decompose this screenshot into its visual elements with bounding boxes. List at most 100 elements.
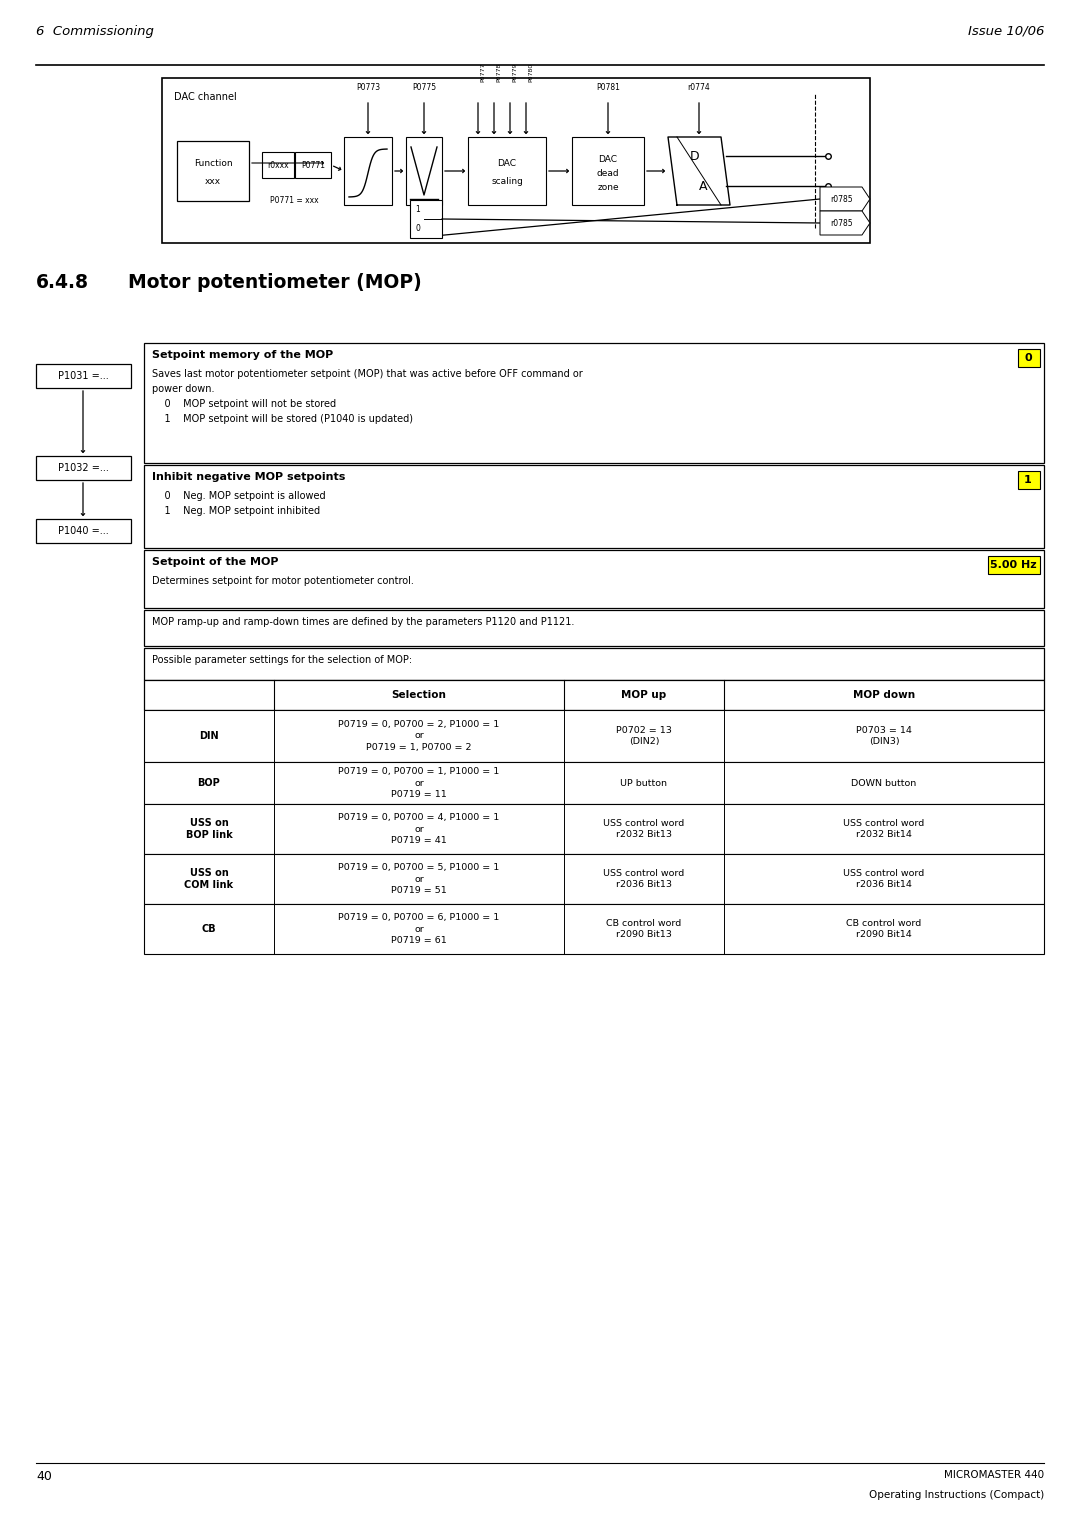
Bar (162, 78, 870, 243)
Text: P0719 = 0, P0700 = 5, P1000 = 1
or
P0719 = 51: P0719 = 0, P0700 = 5, P1000 = 1 or P0719… (338, 863, 500, 895)
Text: 6.4.8: 6.4.8 (36, 274, 89, 292)
Text: DAC: DAC (498, 159, 516, 168)
Text: MICROMASTER 440: MICROMASTER 440 (944, 1470, 1044, 1481)
Polygon shape (820, 211, 870, 235)
Text: 5.00 Hz: 5.00 Hz (989, 559, 1037, 570)
Bar (36, 455, 131, 480)
Bar (144, 711, 1044, 762)
Text: P0719 = 0, P0700 = 1, P1000 = 1
or
P0719 = 11: P0719 = 0, P0700 = 1, P1000 = 1 or P0719… (338, 767, 500, 799)
Text: 1: 1 (415, 205, 420, 214)
Text: USS control word
r2032 Bit13: USS control word r2032 Bit13 (604, 819, 685, 839)
Text: P0780: P0780 (528, 63, 534, 83)
Text: P1031 =...: P1031 =... (57, 371, 108, 380)
Text: USS control word
r2036 Bit13: USS control word r2036 Bit13 (604, 869, 685, 889)
Bar (144, 550, 1044, 608)
Bar (144, 342, 1044, 463)
Text: CB control word
r2090 Bit14: CB control word r2090 Bit14 (847, 918, 921, 940)
Text: P0719 = 0, P0700 = 2, P1000 = 1
or
P0719 = 1, P0700 = 2: P0719 = 0, P0700 = 2, P1000 = 1 or P0719… (338, 720, 500, 752)
Text: CB control word
r2090 Bit13: CB control word r2090 Bit13 (606, 918, 681, 940)
Text: DAC: DAC (598, 154, 618, 163)
Text: power down.: power down. (152, 384, 215, 394)
Bar (295, 151, 330, 177)
Text: P0777: P0777 (480, 63, 485, 83)
Text: DIN: DIN (199, 730, 219, 741)
Text: Issue 10/06: Issue 10/06 (968, 24, 1044, 38)
Bar (468, 138, 546, 205)
Text: Saves last motor potentiometer setpoint (MOP) that was active before OFF command: Saves last motor potentiometer setpoint … (152, 368, 583, 379)
Text: Selection: Selection (392, 691, 446, 700)
Text: P0703 = 14
(DIN3): P0703 = 14 (DIN3) (856, 726, 912, 746)
Text: P1040 =...: P1040 =... (57, 526, 108, 536)
Polygon shape (820, 186, 870, 211)
Text: 0    Neg. MOP setpoint is allowed: 0 Neg. MOP setpoint is allowed (152, 490, 326, 501)
Text: P0773: P0773 (356, 83, 380, 92)
Text: P0771: P0771 (301, 160, 325, 170)
Bar (144, 804, 1044, 854)
Bar (36, 520, 131, 542)
Bar (988, 556, 1040, 575)
Bar (144, 465, 1044, 549)
Text: BOP: BOP (198, 778, 220, 788)
Text: xxx: xxx (205, 177, 221, 185)
Text: 1: 1 (1024, 475, 1031, 484)
Text: Setpoint memory of the MOP: Setpoint memory of the MOP (152, 350, 334, 361)
Bar (144, 905, 1044, 953)
Text: Determines setpoint for motor potentiometer control.: Determines setpoint for motor potentiome… (152, 576, 414, 587)
Text: UP button: UP button (621, 778, 667, 787)
Bar (144, 680, 1044, 711)
Text: 0: 0 (1024, 353, 1031, 364)
Text: DOWN button: DOWN button (851, 778, 917, 787)
Text: P0779: P0779 (512, 63, 517, 83)
Bar (406, 138, 442, 205)
Text: Function: Function (193, 159, 232, 168)
Bar (572, 138, 644, 205)
Text: P0771 = xxx: P0771 = xxx (270, 196, 319, 205)
Bar (144, 762, 1044, 804)
Bar (144, 648, 1044, 680)
Text: Motor potentiometer (MOP): Motor potentiometer (MOP) (129, 274, 422, 292)
Text: r0785: r0785 (831, 194, 853, 203)
Text: USS control word
r2032 Bit14: USS control word r2032 Bit14 (843, 819, 924, 839)
Text: dead: dead (596, 168, 619, 177)
Text: r0785: r0785 (831, 219, 853, 228)
Text: Inhibit negative MOP setpoints: Inhibit negative MOP setpoints (152, 472, 346, 481)
Text: P0781: P0781 (596, 83, 620, 92)
Text: 6  Commissioning: 6 Commissioning (36, 24, 153, 38)
Text: P0702 = 13
(DIN2): P0702 = 13 (DIN2) (616, 726, 672, 746)
Bar (1018, 471, 1040, 489)
Bar (410, 200, 442, 238)
Text: P1032 =...: P1032 =... (57, 463, 108, 474)
Text: 1    Neg. MOP setpoint inhibited: 1 Neg. MOP setpoint inhibited (152, 506, 320, 516)
Text: P0719 = 0, P0700 = 6, P1000 = 1
or
P0719 = 61: P0719 = 0, P0700 = 6, P1000 = 1 or P0719… (338, 914, 500, 944)
Text: P0719 = 0, P0700 = 4, P1000 = 1
or
P0719 = 41: P0719 = 0, P0700 = 4, P1000 = 1 or P0719… (338, 813, 500, 845)
Text: A: A (699, 180, 707, 194)
Text: 40: 40 (36, 1470, 52, 1484)
Text: 1    MOP setpoint will be stored (P1040 is updated): 1 MOP setpoint will be stored (P1040 is … (152, 414, 413, 423)
Bar (262, 151, 294, 177)
Text: P0775: P0775 (411, 83, 436, 92)
Bar (345, 138, 392, 205)
Text: Possible parameter settings for the selection of MOP:: Possible parameter settings for the sele… (152, 656, 413, 665)
Bar (36, 364, 131, 388)
Bar (177, 141, 249, 202)
Text: zone: zone (597, 182, 619, 191)
Text: 0    MOP setpoint will not be stored: 0 MOP setpoint will not be stored (152, 399, 336, 410)
Bar (1018, 348, 1040, 367)
Text: Setpoint of the MOP: Setpoint of the MOP (152, 558, 279, 567)
Text: MOP up: MOP up (621, 691, 666, 700)
Text: Operating Instructions (Compact): Operating Instructions (Compact) (868, 1490, 1044, 1500)
Text: MOP ramp-up and ramp-down times are defined by the parameters P1120 and P1121.: MOP ramp-up and ramp-down times are defi… (152, 617, 575, 626)
Text: USS on
BOP link: USS on BOP link (186, 817, 232, 840)
Text: DAC channel: DAC channel (174, 92, 237, 102)
Text: r0xxx: r0xxx (267, 160, 288, 170)
Bar (144, 854, 1044, 905)
Text: 0: 0 (415, 225, 420, 232)
Text: scaling: scaling (491, 177, 523, 185)
Text: MOP down: MOP down (853, 691, 915, 700)
Text: r0774: r0774 (688, 83, 711, 92)
Text: USS control word
r2036 Bit14: USS control word r2036 Bit14 (843, 869, 924, 889)
Text: P0778: P0778 (496, 63, 501, 83)
Text: CB: CB (202, 924, 216, 934)
Bar (144, 610, 1044, 646)
Text: D: D (690, 150, 700, 163)
